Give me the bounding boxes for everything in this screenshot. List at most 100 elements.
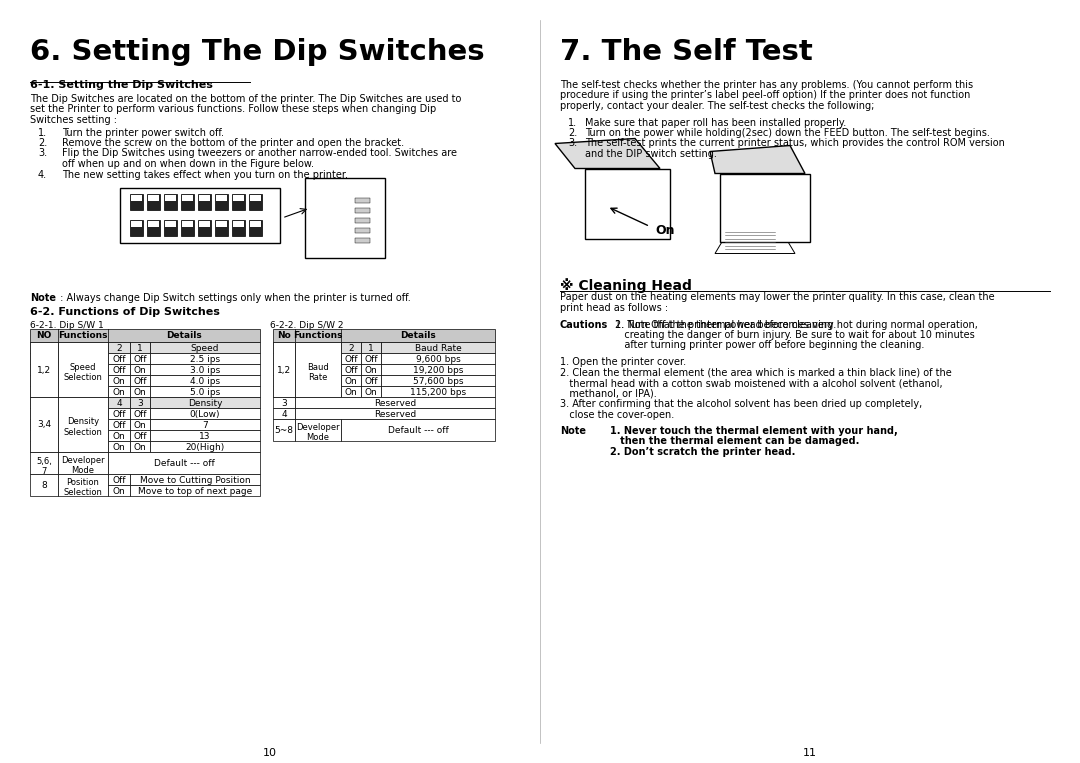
- Bar: [150, 397, 260, 408]
- Bar: [130, 408, 150, 419]
- Bar: [381, 353, 495, 364]
- Text: set the Printer to perform various functions. Follow these steps when changing D: set the Printer to perform various funct…: [30, 105, 436, 114]
- Bar: [381, 342, 495, 353]
- Bar: [148, 221, 159, 227]
- Text: The self-test checks whether the printer has any problems. (You cannot perform t: The self-test checks whether the printer…: [561, 80, 973, 90]
- Text: and the DIP switch setting.: and the DIP switch setting.: [585, 149, 717, 159]
- Bar: [120, 188, 280, 243]
- Polygon shape: [710, 146, 805, 173]
- Text: 3.0 ips: 3.0 ips: [190, 366, 220, 375]
- Text: Off: Off: [112, 366, 125, 375]
- Text: 3. After confirming that the alcohol solvent has been dried up completely,: 3. After confirming that the alcohol sol…: [561, 399, 922, 409]
- Bar: [273, 375, 295, 386]
- Bar: [273, 342, 295, 397]
- Bar: [164, 220, 177, 236]
- Text: Speed
Selection: Speed Selection: [64, 362, 103, 382]
- Bar: [181, 194, 194, 210]
- Text: 4.0 ips: 4.0 ips: [190, 377, 220, 386]
- Text: Off: Off: [133, 410, 147, 419]
- Text: 4: 4: [117, 399, 122, 408]
- Text: after turning printer power off before beginning the cleaning.: after turning printer power off before b…: [615, 340, 924, 350]
- Text: 1,2: 1,2: [276, 365, 292, 375]
- Text: 57,600 bps: 57,600 bps: [413, 377, 463, 386]
- Bar: [130, 220, 143, 236]
- Bar: [198, 220, 211, 236]
- Text: Off: Off: [112, 421, 125, 430]
- Circle shape: [600, 183, 610, 194]
- Circle shape: [600, 204, 610, 214]
- Text: Speed: Speed: [191, 344, 219, 353]
- Bar: [273, 342, 295, 353]
- Text: : Always change Dip Switch settings only when the printer is turned off.: : Always change Dip Switch settings only…: [57, 293, 410, 303]
- Bar: [58, 364, 108, 375]
- Bar: [341, 353, 361, 364]
- Text: The new setting takes effect when you turn on the printer.: The new setting takes effect when you tu…: [62, 169, 348, 179]
- Bar: [305, 178, 384, 258]
- Text: On: On: [134, 388, 147, 397]
- Bar: [341, 386, 361, 397]
- Bar: [108, 474, 130, 485]
- Bar: [30, 441, 58, 452]
- Text: Off: Off: [112, 355, 125, 364]
- Text: On: On: [112, 432, 125, 441]
- Bar: [130, 397, 150, 408]
- Bar: [381, 375, 495, 386]
- Text: Turn the printer power switch off.: Turn the printer power switch off.: [62, 127, 224, 137]
- Bar: [355, 238, 370, 243]
- Bar: [108, 430, 130, 441]
- Bar: [249, 194, 262, 210]
- Text: Note: Note: [30, 293, 56, 303]
- Text: 6. Setting The Dip Switches: 6. Setting The Dip Switches: [30, 38, 485, 66]
- Text: Default --- off: Default --- off: [388, 426, 448, 435]
- Bar: [183, 221, 193, 227]
- Bar: [355, 208, 370, 213]
- Bar: [108, 397, 130, 408]
- Bar: [249, 220, 262, 236]
- Bar: [30, 386, 58, 397]
- Text: NO: NO: [37, 331, 52, 340]
- Bar: [30, 452, 58, 474]
- Bar: [30, 474, 58, 496]
- Text: Flip the Dip Switches using tweezers or another narrow-ended tool. Switches are: Flip the Dip Switches using tweezers or …: [62, 149, 457, 159]
- Bar: [108, 364, 130, 375]
- Text: 6-2. Functions of Dip Switches: 6-2. Functions of Dip Switches: [30, 307, 220, 317]
- Text: On: On: [112, 377, 125, 386]
- Text: thermal head with a cotton swab moistened with a alcohol solvent (ethanol,: thermal head with a cotton swab moistene…: [561, 378, 943, 388]
- Bar: [30, 397, 58, 452]
- Bar: [183, 195, 193, 201]
- Text: Developer
Mode: Developer Mode: [296, 423, 340, 443]
- Bar: [381, 364, 495, 375]
- Bar: [130, 430, 150, 441]
- Text: 3.: 3.: [568, 139, 577, 149]
- Bar: [108, 342, 130, 353]
- Text: Cautions: Cautions: [561, 320, 608, 330]
- Bar: [58, 397, 108, 452]
- Text: On: On: [134, 421, 147, 430]
- Bar: [150, 375, 260, 386]
- Bar: [30, 397, 58, 408]
- Bar: [341, 364, 361, 375]
- Text: On: On: [654, 224, 675, 237]
- Bar: [130, 194, 143, 210]
- Text: 5,6,
7: 5,6, 7: [36, 457, 52, 476]
- Text: 4: 4: [281, 410, 287, 419]
- Text: Off: Off: [364, 355, 378, 364]
- Bar: [58, 397, 108, 408]
- Polygon shape: [715, 228, 795, 253]
- Bar: [108, 485, 130, 496]
- Text: 2. Don’t scratch the printer head.: 2. Don’t scratch the printer head.: [610, 447, 795, 457]
- Bar: [273, 353, 295, 364]
- Bar: [295, 397, 495, 408]
- Bar: [58, 474, 108, 496]
- Bar: [58, 386, 108, 397]
- Bar: [181, 220, 194, 236]
- Text: Off: Off: [133, 432, 147, 441]
- Text: 3.: 3.: [38, 149, 48, 159]
- Bar: [355, 228, 370, 233]
- Text: Turn on the power while holding(2sec) down the FEED button. The self-test begins: Turn on the power while holding(2sec) do…: [585, 128, 990, 138]
- Text: 1. Turn Off the printer power before cleaning.: 1. Turn Off the printer power before cle…: [615, 320, 836, 330]
- Text: 6-2-2. Dip S/W 2: 6-2-2. Dip S/W 2: [270, 321, 343, 330]
- Bar: [199, 195, 210, 201]
- Text: 6-1. Setting the Dip Switches: 6-1. Setting the Dip Switches: [30, 80, 213, 90]
- Bar: [150, 430, 260, 441]
